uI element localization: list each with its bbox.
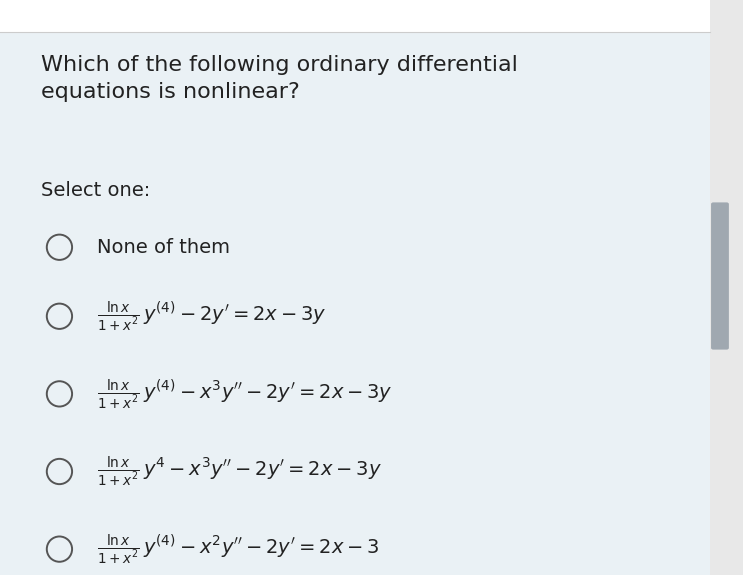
Text: Select one:: Select one: — [41, 181, 150, 200]
FancyBboxPatch shape — [0, 32, 710, 575]
FancyBboxPatch shape — [0, 0, 743, 32]
FancyBboxPatch shape — [711, 202, 729, 350]
Text: $\frac{\mathrm{ln}\, x}{1+x^2}\, y^{(4)} - x^3 y'' - 2y' = 2x - 3y$: $\frac{\mathrm{ln}\, x}{1+x^2}\, y^{(4)}… — [97, 377, 392, 411]
FancyBboxPatch shape — [710, 0, 743, 575]
Text: $\frac{\mathrm{ln}\, x}{1+x^2}\, y^{(4)} - 2y' = 2x - 3y$: $\frac{\mathrm{ln}\, x}{1+x^2}\, y^{(4)}… — [97, 300, 326, 333]
Text: Which of the following ordinary differential
equations is nonlinear?: Which of the following ordinary differen… — [41, 55, 518, 102]
Text: $\frac{\mathrm{ln}\, x}{1+x^2}\, y^{(4)} - x^2 y'' - 2y' = 2x - 3$: $\frac{\mathrm{ln}\, x}{1+x^2}\, y^{(4)}… — [97, 532, 379, 566]
Text: $\frac{\mathrm{ln}\, x}{1+x^2}\, y^4 - x^3 y'' - 2y' = 2x - 3y$: $\frac{\mathrm{ln}\, x}{1+x^2}\, y^4 - x… — [97, 455, 382, 488]
Text: None of them: None of them — [97, 237, 230, 257]
